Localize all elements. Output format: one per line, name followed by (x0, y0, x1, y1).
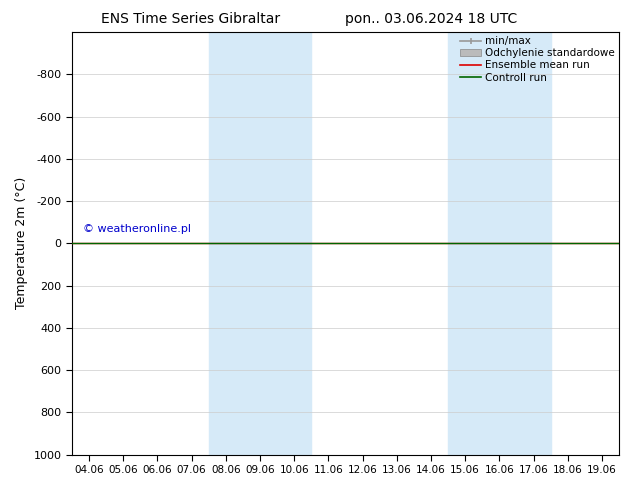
Text: © weatheronline.pl: © weatheronline.pl (83, 223, 191, 234)
Legend: min/max, Odchylenie standardowe, Ensemble mean run, Controll run: min/max, Odchylenie standardowe, Ensembl… (458, 34, 617, 85)
Bar (448, 32, 550, 455)
Text: ENS Time Series Gibraltar: ENS Time Series Gibraltar (101, 12, 280, 26)
Bar (209, 32, 311, 455)
Text: pon.. 03.06.2024 18 UTC: pon.. 03.06.2024 18 UTC (345, 12, 517, 26)
Y-axis label: Temperature 2m (°C): Temperature 2m (°C) (15, 177, 28, 310)
